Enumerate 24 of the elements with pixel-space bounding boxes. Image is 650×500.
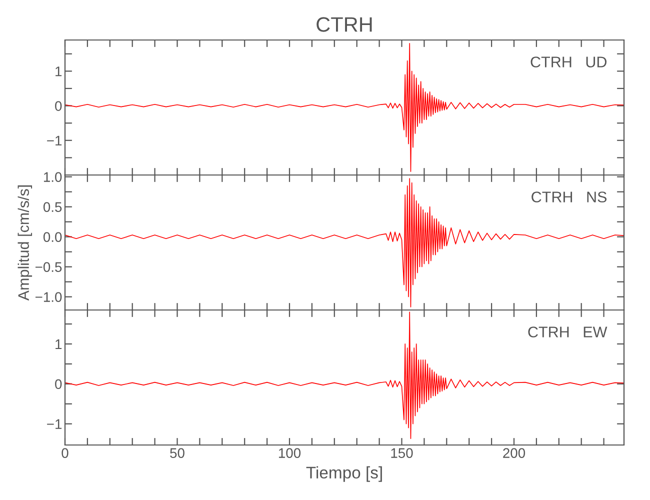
y-tick-label: −1: [47, 419, 62, 429]
annotation: CTRH NS: [532, 192, 607, 202]
annotation: CTRH UD: [530, 56, 606, 68]
y-tick-label: 0: [55, 379, 62, 390]
line-series: [65, 178, 624, 308]
chart-title: CTRH: [316, 17, 372, 32]
y-tick-label: 0.0: [43, 232, 62, 242]
y-tick-label: 1.0: [44, 172, 62, 182]
x-axis-title: Tiempo [s]: [306, 466, 382, 482]
y-tick-label: −0.5: [35, 262, 62, 272]
y-axis-title: Amplitud [cm/s/s]: [18, 185, 32, 301]
line-series: [65, 43, 624, 172]
y-tick-label: 1: [56, 339, 62, 349]
x-tick-label: 100: [278, 448, 301, 458]
y-tick-label: −1: [47, 136, 62, 146]
annotation: CTRH EW: [528, 326, 608, 338]
y-tick-label: 0: [55, 101, 62, 111]
line-series: [65, 312, 624, 440]
y-tick-label: −1.0: [35, 292, 62, 302]
y-tick-label: 1: [56, 66, 62, 76]
y-tick-label: 0.5: [43, 202, 62, 212]
x-tick-label: 50: [170, 448, 184, 458]
x-tick-label: 150: [391, 448, 413, 458]
x-tick-label: 200: [503, 448, 526, 458]
